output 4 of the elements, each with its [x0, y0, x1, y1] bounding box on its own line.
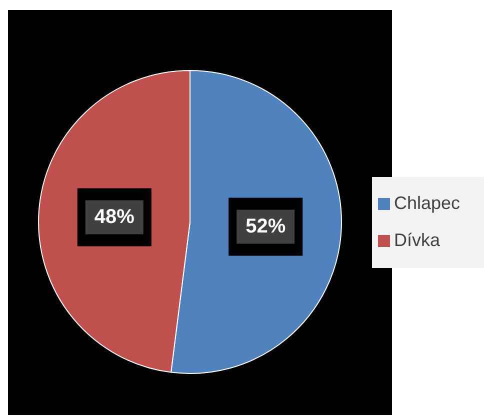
legend-label: Chlapec [394, 193, 460, 214]
data-label: 48% [94, 206, 135, 228]
legend-label: Dívka [394, 230, 440, 251]
data-label: 52% [246, 215, 286, 238]
